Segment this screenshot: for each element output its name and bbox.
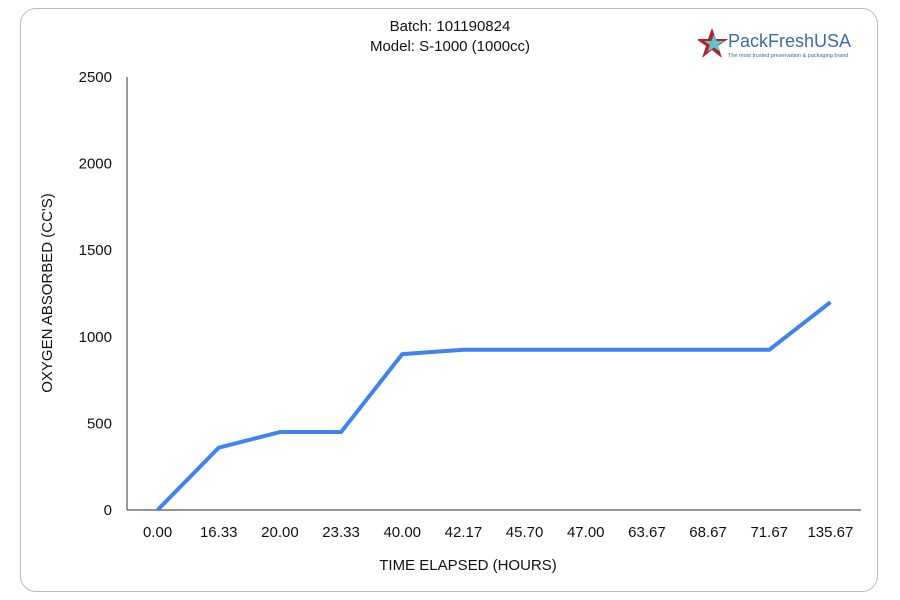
x-tick-label: 16.33 (200, 524, 238, 541)
y-tick-label: 0 (104, 502, 112, 519)
y-tick-label: 2500 (79, 69, 112, 86)
x-tick-label: 0.00 (143, 524, 172, 541)
packfresh-logo: PackFreshUSA The most trusted preservati… (696, 26, 868, 62)
x-tick-label: 40.00 (383, 524, 421, 541)
x-tick-label: 135.67 (807, 524, 853, 541)
x-tick-label: 71.67 (750, 524, 788, 541)
x-tick-label: 63.67 (628, 524, 666, 541)
x-tick-label: 45.70 (506, 524, 544, 541)
y-tick-label: 500 (87, 415, 112, 432)
chart-card (20, 8, 878, 592)
y-axis-label: OXYGEN ABSORBED (CC'S) (39, 193, 56, 393)
x-tick-label: 47.00 (567, 524, 605, 541)
x-tick-label: 42.17 (445, 524, 483, 541)
svg-text:PackFreshUSA: PackFreshUSA (728, 31, 851, 51)
y-tick-label: 2000 (79, 156, 112, 173)
y-tick-label: 1500 (79, 242, 112, 259)
x-axis-label: TIME ELAPSED (HOURS) (379, 557, 557, 574)
x-tick-label: 23.33 (322, 524, 360, 541)
x-tick-label: 20.00 (261, 524, 299, 541)
y-tick-label: 1000 (79, 329, 112, 346)
series-line (156, 300, 832, 512)
chart-title: Batch: 101190824 (389, 18, 511, 35)
chart-subtitle: Model: S-1000 (1000cc) (369, 38, 531, 55)
x-tick-label: 68.67 (689, 524, 727, 541)
svg-text:The most trusted preservation: The most trusted preservation & packagin… (728, 53, 848, 59)
